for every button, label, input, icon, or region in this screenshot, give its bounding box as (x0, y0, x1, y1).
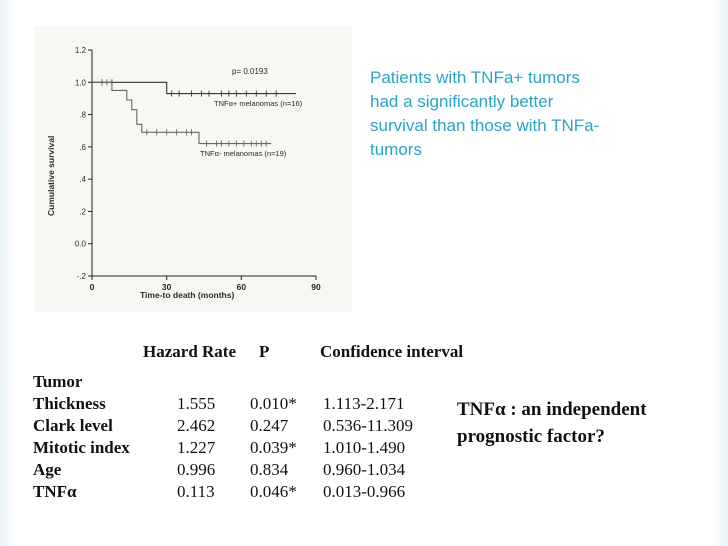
row-label: Age (33, 460, 62, 479)
y-tick-label: .2 (79, 207, 86, 216)
p-value: 0.247 (250, 416, 289, 435)
p-value: 0.834 (250, 460, 289, 479)
row-label: Thickness (33, 394, 106, 413)
survival-callout: Patients with TNFa+ tumors had a signifi… (370, 68, 600, 159)
y-tick-label: .8 (79, 111, 86, 120)
y-tick-label: 1.0 (75, 78, 87, 87)
y-tick-label: 0.0 (75, 240, 87, 249)
x-tick-label: 30 (162, 282, 172, 292)
row-label: TNFα (33, 482, 77, 501)
hazard-value: 0.996 (177, 460, 216, 479)
ci-value: 1.010-1.490 (323, 438, 406, 457)
p-value: 0.010* (250, 394, 297, 413)
p-value: 0.046* (250, 482, 297, 501)
x-tick-label: 90 (311, 282, 321, 292)
km-curve-series-1 (92, 81, 297, 95)
slide-side-band-left (0, 0, 18, 546)
survival-plot: 1.2 1.0 .8 .6 .4 .2 0.0 -.2 0 30 60 90 p= 0.0193 T… (46, 46, 321, 300)
ci-value: 1.113-2.171 (323, 394, 405, 413)
hazard-value: 1.227 (177, 438, 216, 457)
prognostic-note: TNFα : an independent prognostic factor? (457, 399, 647, 447)
x-tick-label: 0 (90, 282, 95, 292)
survival-plot-panel: 1.2 1.0 .8 .6 .4 .2 0.0 -.2 0 30 60 90 p= 0.0193 T… (34, 26, 352, 312)
x-axis-title: Time-to death (months) (140, 290, 234, 300)
y-tick-labels: 1.2 1.0 .8 .6 .4 .2 0.0 -.2 (75, 46, 92, 281)
hazard-value: 0.113 (177, 482, 215, 501)
row-label: Mitotic index (33, 438, 130, 457)
y-tick-label: 1.2 (75, 46, 87, 55)
y-tick-label: -.2 (77, 272, 87, 281)
p-value-annotation: p= 0.0193 (232, 67, 268, 76)
header-hazard-rate: Hazard Rate (143, 342, 237, 361)
p-value: 0.039* (250, 438, 297, 457)
hazard-value: 2.462 (177, 416, 216, 435)
series-label-tnf-positive: TNFα+ melanomas (n=16) (214, 99, 303, 108)
series-label-tnf-negative: TNFα- melanomas (n=19) (200, 149, 287, 158)
row-label: Clark level (33, 416, 113, 435)
ci-value: 0.960-1.034 (323, 460, 406, 479)
section-label-tumor: Tumor (33, 372, 83, 391)
y-tick-label: .6 (79, 143, 86, 152)
ci-value: 0.013-0.966 (323, 482, 406, 501)
plot-series (92, 79, 297, 147)
y-tick-label: .4 (79, 175, 86, 184)
slide-side-band-right (710, 0, 728, 546)
header-p: P (259, 342, 270, 361)
km-curve-series-2 (92, 81, 272, 145)
x-tick-labels: 0 30 60 90 (90, 276, 321, 292)
header-confidence-interval: Confidence interval (320, 342, 464, 361)
ci-value: 0.536-11.309 (323, 416, 414, 435)
y-axis-title: Cumulative survival (46, 136, 56, 216)
x-tick-label: 60 (237, 282, 247, 292)
plot-axes (91, 50, 316, 277)
hazard-value: 1.555 (177, 394, 216, 413)
